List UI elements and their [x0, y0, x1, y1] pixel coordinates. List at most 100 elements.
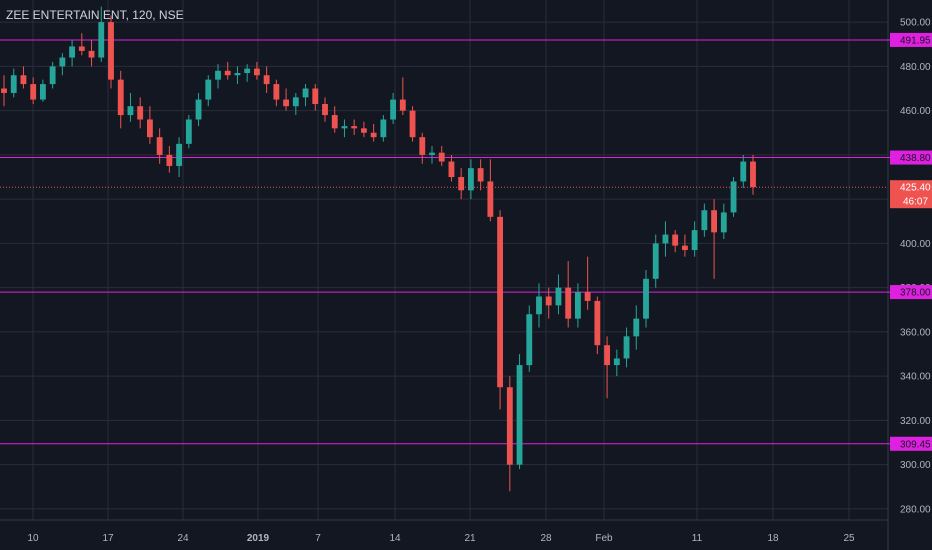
candle-body[interactable] [604, 345, 611, 366]
candle-body[interactable] [458, 177, 465, 191]
candle-body[interactable] [516, 365, 523, 465]
candle-body[interactable] [506, 387, 513, 465]
last-price-label: 425.40 [900, 183, 931, 194]
candle-body[interactable] [555, 287, 562, 306]
level-price-tag-label: 491.95 [900, 35, 931, 46]
bar-countdown-label: 46:07 [903, 197, 928, 208]
level-price-tag [890, 436, 932, 451]
candle-body[interactable] [39, 84, 46, 100]
candle-body[interactable] [448, 161, 455, 178]
candle-body[interactable] [526, 314, 533, 366]
y-tick-label: 480.00 [900, 62, 931, 73]
candle-body[interactable] [127, 106, 134, 116]
candle-body[interactable] [69, 46, 76, 58]
candle-body[interactable] [1, 88, 7, 93]
candle-body[interactable] [730, 181, 737, 213]
candle-body[interactable] [49, 66, 56, 85]
candle-body[interactable] [536, 296, 542, 315]
candle-body[interactable] [419, 137, 426, 155]
candle-body[interactable] [30, 84, 37, 100]
candle-body[interactable] [633, 318, 640, 337]
candle-body[interactable] [681, 245, 688, 251]
candle-body[interactable] [205, 79, 212, 100]
x-tick-label: 18 [767, 533, 779, 544]
candle-body[interactable] [292, 97, 299, 107]
candle-body[interactable] [234, 73, 241, 76]
candle-body[interactable] [331, 115, 338, 129]
x-tick-label: Feb [595, 533, 613, 544]
x-tick-label: 21 [464, 533, 476, 544]
candle-body[interactable] [672, 234, 679, 246]
candle-body[interactable] [195, 99, 202, 120]
candle-body[interactable] [545, 296, 552, 306]
candle-body[interactable] [370, 132, 377, 138]
candle-body[interactable] [487, 181, 494, 217]
candle-body[interactable] [594, 300, 601, 346]
candle-body[interactable] [108, 22, 114, 80]
candle-body[interactable] [351, 126, 358, 129]
candle-body[interactable] [429, 152, 435, 155]
candle-body[interactable] [224, 70, 231, 76]
candle-body[interactable] [166, 154, 173, 166]
candle-body[interactable] [399, 99, 406, 111]
candle-body[interactable] [409, 110, 416, 138]
candle-body[interactable] [623, 336, 630, 359]
candle-body[interactable] [750, 161, 756, 188]
candle-body[interactable] [302, 88, 309, 98]
candle-body[interactable] [137, 106, 144, 120]
candle-body[interactable] [662, 234, 669, 244]
level-price-tag-label: 438.80 [900, 153, 931, 164]
candle-body[interactable] [312, 88, 319, 104]
x-tick-label: 24 [177, 533, 189, 544]
candle-body[interactable] [146, 119, 153, 138]
x-tick-label: 11 [692, 533, 703, 544]
candle-body[interactable] [467, 168, 474, 191]
y-tick-label: 400.00 [900, 239, 931, 250]
candle-body[interactable] [438, 152, 445, 162]
candle-body[interactable] [176, 143, 183, 166]
level-price-tag [890, 32, 932, 47]
candle-body[interactable] [341, 126, 348, 129]
candle-body[interactable] [643, 278, 649, 319]
candle-body[interactable] [244, 68, 251, 74]
candle-body[interactable] [584, 292, 591, 301]
candle-body[interactable] [380, 119, 387, 138]
candle-body[interactable] [322, 104, 328, 116]
candle-body[interactable] [691, 230, 698, 251]
candle-body[interactable] [701, 210, 708, 231]
y-tick-label: 280.00 [900, 504, 931, 515]
candle-body[interactable] [565, 287, 572, 319]
candle-body[interactable] [20, 75, 27, 85]
y-tick-label: 300.00 [900, 460, 931, 471]
x-tick-label: 25 [843, 533, 855, 544]
candle-body[interactable] [117, 79, 124, 116]
candle-body[interactable] [390, 99, 397, 120]
candle-body[interactable] [156, 137, 163, 155]
candle-body[interactable] [78, 46, 85, 51]
candle-body[interactable] [10, 75, 17, 93]
candle-body[interactable] [574, 292, 581, 319]
candle-body[interactable] [98, 22, 105, 58]
candle-body[interactable] [253, 68, 260, 76]
x-tick-label: 14 [389, 533, 401, 544]
candle-body[interactable] [215, 70, 221, 80]
candle-body[interactable] [59, 57, 66, 67]
candle-body[interactable] [711, 210, 718, 233]
candle-body[interactable] [360, 128, 367, 133]
x-tick-label: 28 [540, 533, 552, 544]
candle-body[interactable] [273, 84, 280, 100]
level-price-tag [890, 150, 932, 165]
candle-body[interactable] [497, 216, 504, 388]
candle-body[interactable] [740, 161, 747, 182]
y-tick-label: 460.00 [900, 106, 931, 117]
candle-body[interactable] [263, 75, 270, 85]
candle-body[interactable] [720, 212, 727, 233]
candle-body[interactable] [652, 243, 659, 279]
y-tick-label: 500.00 [900, 18, 931, 29]
candle-body[interactable] [613, 358, 620, 366]
candle-body[interactable] [185, 119, 192, 144]
candle-body[interactable] [477, 168, 484, 182]
candle-body[interactable] [88, 50, 95, 58]
candle-body[interactable] [283, 99, 290, 107]
